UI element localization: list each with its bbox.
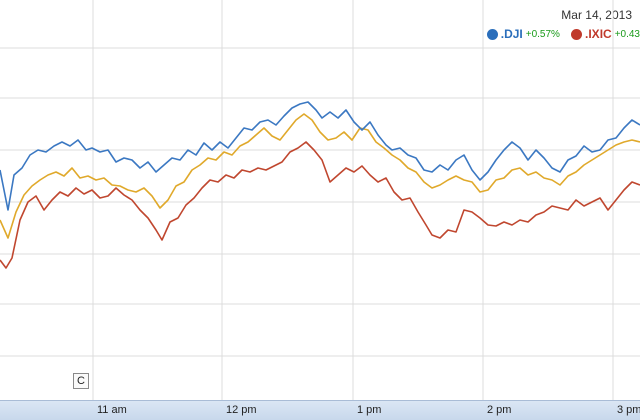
dji-color-dot [486,28,498,40]
event-flag-c[interactable]: C [73,373,89,389]
legend-change-dji: +0.57% [525,28,560,40]
series-line-secondary[interactable] [0,113,640,239]
x-tick-label: 1 pm [357,404,382,416]
x-tick-label: 11 am [97,404,127,416]
series-line-dji[interactable] [0,101,640,211]
x-tick-label: 12 pm [226,404,257,416]
series-line-ixic[interactable] [0,141,640,269]
legend: .DJI +0.57% .IXIC +0.43 [479,27,640,43]
x-axis-bar [0,400,640,420]
series-lines [0,101,640,269]
legend-item-dji[interactable]: .DJI +0.57% [486,27,560,41]
gridlines [0,0,640,400]
chart-date: Mar 14, 2013 [561,8,632,22]
x-tick-label: 2 pm [487,404,512,416]
x-tick-label: 3 pm [617,404,640,416]
legend-change-ixic: +0.43 [614,28,640,40]
legend-symbol-dji: .DJI [500,27,523,41]
ixic-color-dot [571,28,583,40]
legend-item-ixic[interactable]: .IXIC +0.43 [571,27,640,41]
legend-symbol-ixic: .IXIC [585,27,612,41]
